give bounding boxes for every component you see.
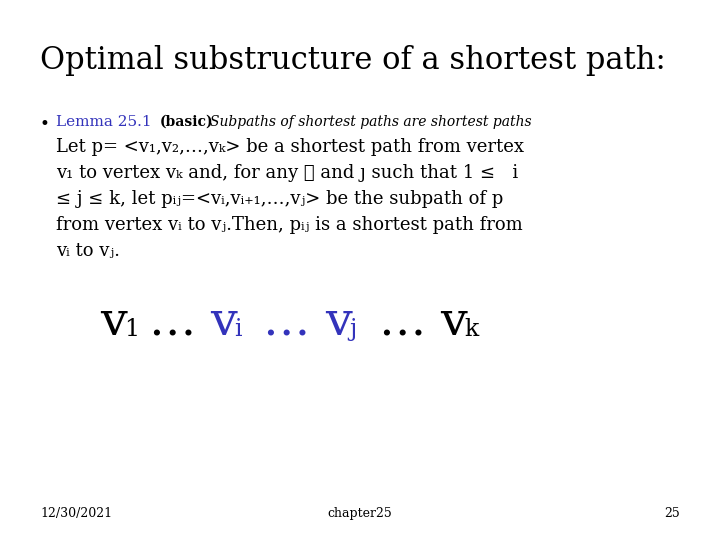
Text: v: v [325, 300, 352, 345]
Text: Optimal substructure of a shortest path:: Optimal substructure of a shortest path: [40, 45, 666, 76]
Text: 1: 1 [124, 318, 139, 341]
Text: 12/30/2021: 12/30/2021 [40, 507, 112, 520]
Text: v₁ to vertex vₖ and, for any ℹ and ȷ such that 1 ≤   i: v₁ to vertex vₖ and, for any ℹ and ȷ suc… [56, 164, 518, 182]
Text: •: • [40, 115, 50, 133]
Text: …: … [378, 300, 426, 345]
Text: chapter25: chapter25 [328, 507, 392, 520]
Text: i: i [234, 318, 241, 341]
Text: v: v [210, 300, 237, 345]
Text: Subpaths of shortest paths are shortest paths: Subpaths of shortest paths are shortest … [210, 115, 531, 129]
Text: ≤ j ≤ k, let pᵢⱼ=<vᵢ,vᵢ₊₁,…,vⱼ> be the subpath of p: ≤ j ≤ k, let pᵢⱼ=<vᵢ,vᵢ₊₁,…,vⱼ> be the s… [56, 190, 503, 208]
Text: Let p= <v₁,v₂,…,vₖ> be a shortest path from vertex: Let p= <v₁,v₂,…,vₖ> be a shortest path f… [56, 138, 524, 156]
Text: 25: 25 [665, 507, 680, 520]
Text: v: v [440, 300, 467, 345]
Text: Lemma 25.1: Lemma 25.1 [56, 115, 152, 129]
Text: …: … [148, 300, 195, 345]
Text: v: v [100, 300, 127, 345]
Text: (basic): (basic) [160, 115, 214, 129]
Text: j: j [349, 318, 356, 341]
Text: …: … [262, 300, 310, 345]
Text: from vertex vᵢ to vⱼ.Then, pᵢⱼ is a shortest path from: from vertex vᵢ to vⱼ.Then, pᵢⱼ is a shor… [56, 216, 523, 234]
Text: k: k [464, 318, 478, 341]
Text: vᵢ to vⱼ.: vᵢ to vⱼ. [56, 242, 120, 260]
